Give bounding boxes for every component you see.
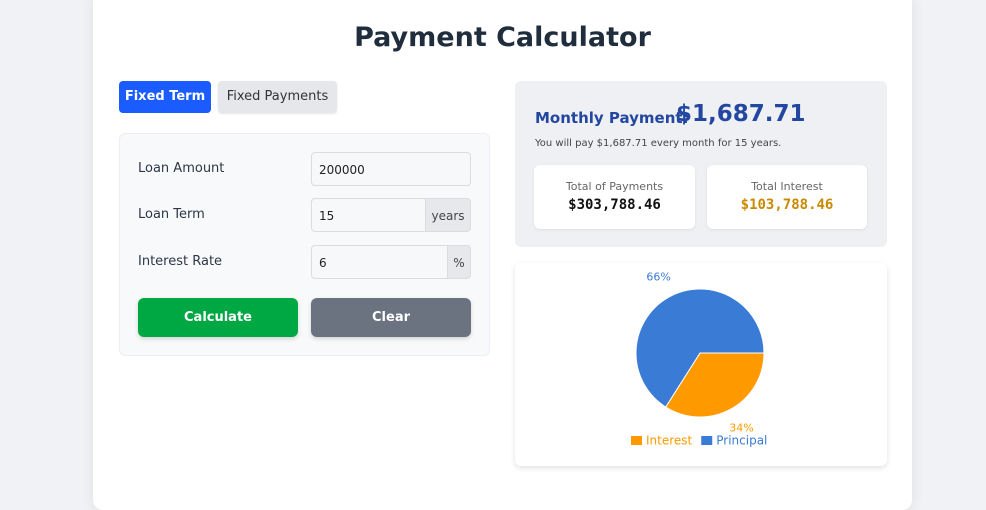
card-value: $303,788.46 xyxy=(568,197,661,213)
summary-card: Total of Payments $303,788.46 xyxy=(534,165,695,229)
input-unit: years xyxy=(425,198,471,232)
field-label: Interest Rate xyxy=(138,254,223,269)
card-label: Total Interest xyxy=(751,180,823,193)
summary-note: You will pay $1,687.71 every month for 1… xyxy=(535,138,782,149)
legend-swatch xyxy=(631,436,642,445)
calculate-button[interactable]: Calculate xyxy=(138,298,298,337)
monthly-amount: $1,687.71 xyxy=(676,101,806,127)
legend-label: Principal xyxy=(716,434,767,448)
slice-label: 66% xyxy=(646,271,670,284)
text-input[interactable]: 15 xyxy=(311,198,427,232)
slice-label: 34% xyxy=(729,421,753,434)
summary-label: Monthly Payment: xyxy=(535,109,689,127)
text-input[interactable]: 200000 xyxy=(311,152,471,186)
legend-label: Interest xyxy=(646,434,693,448)
legend-swatch xyxy=(701,436,713,445)
card-label: Total of Payments xyxy=(565,180,664,193)
card-value: $103,788.46 xyxy=(740,197,834,213)
page: Payment Calculator Fixed Term Fixed Paym… xyxy=(93,0,912,510)
field-label: Loan Term xyxy=(138,207,205,222)
summary-card: Total Interest $103,788.46 xyxy=(707,165,867,229)
clear-button[interactable]: Clear xyxy=(311,298,471,337)
tab[interactable]: Fixed Term xyxy=(119,81,211,113)
text-input[interactable]: 6 xyxy=(311,245,449,279)
tab[interactable]: Fixed Payments xyxy=(218,81,337,113)
pie-slice xyxy=(635,288,765,408)
input-unit: % xyxy=(447,245,471,279)
page-title: Payment Calculator xyxy=(354,22,651,53)
pie-chart: 34% 66% Interest Principal xyxy=(631,271,767,448)
field-label: Loan Amount xyxy=(138,161,225,176)
